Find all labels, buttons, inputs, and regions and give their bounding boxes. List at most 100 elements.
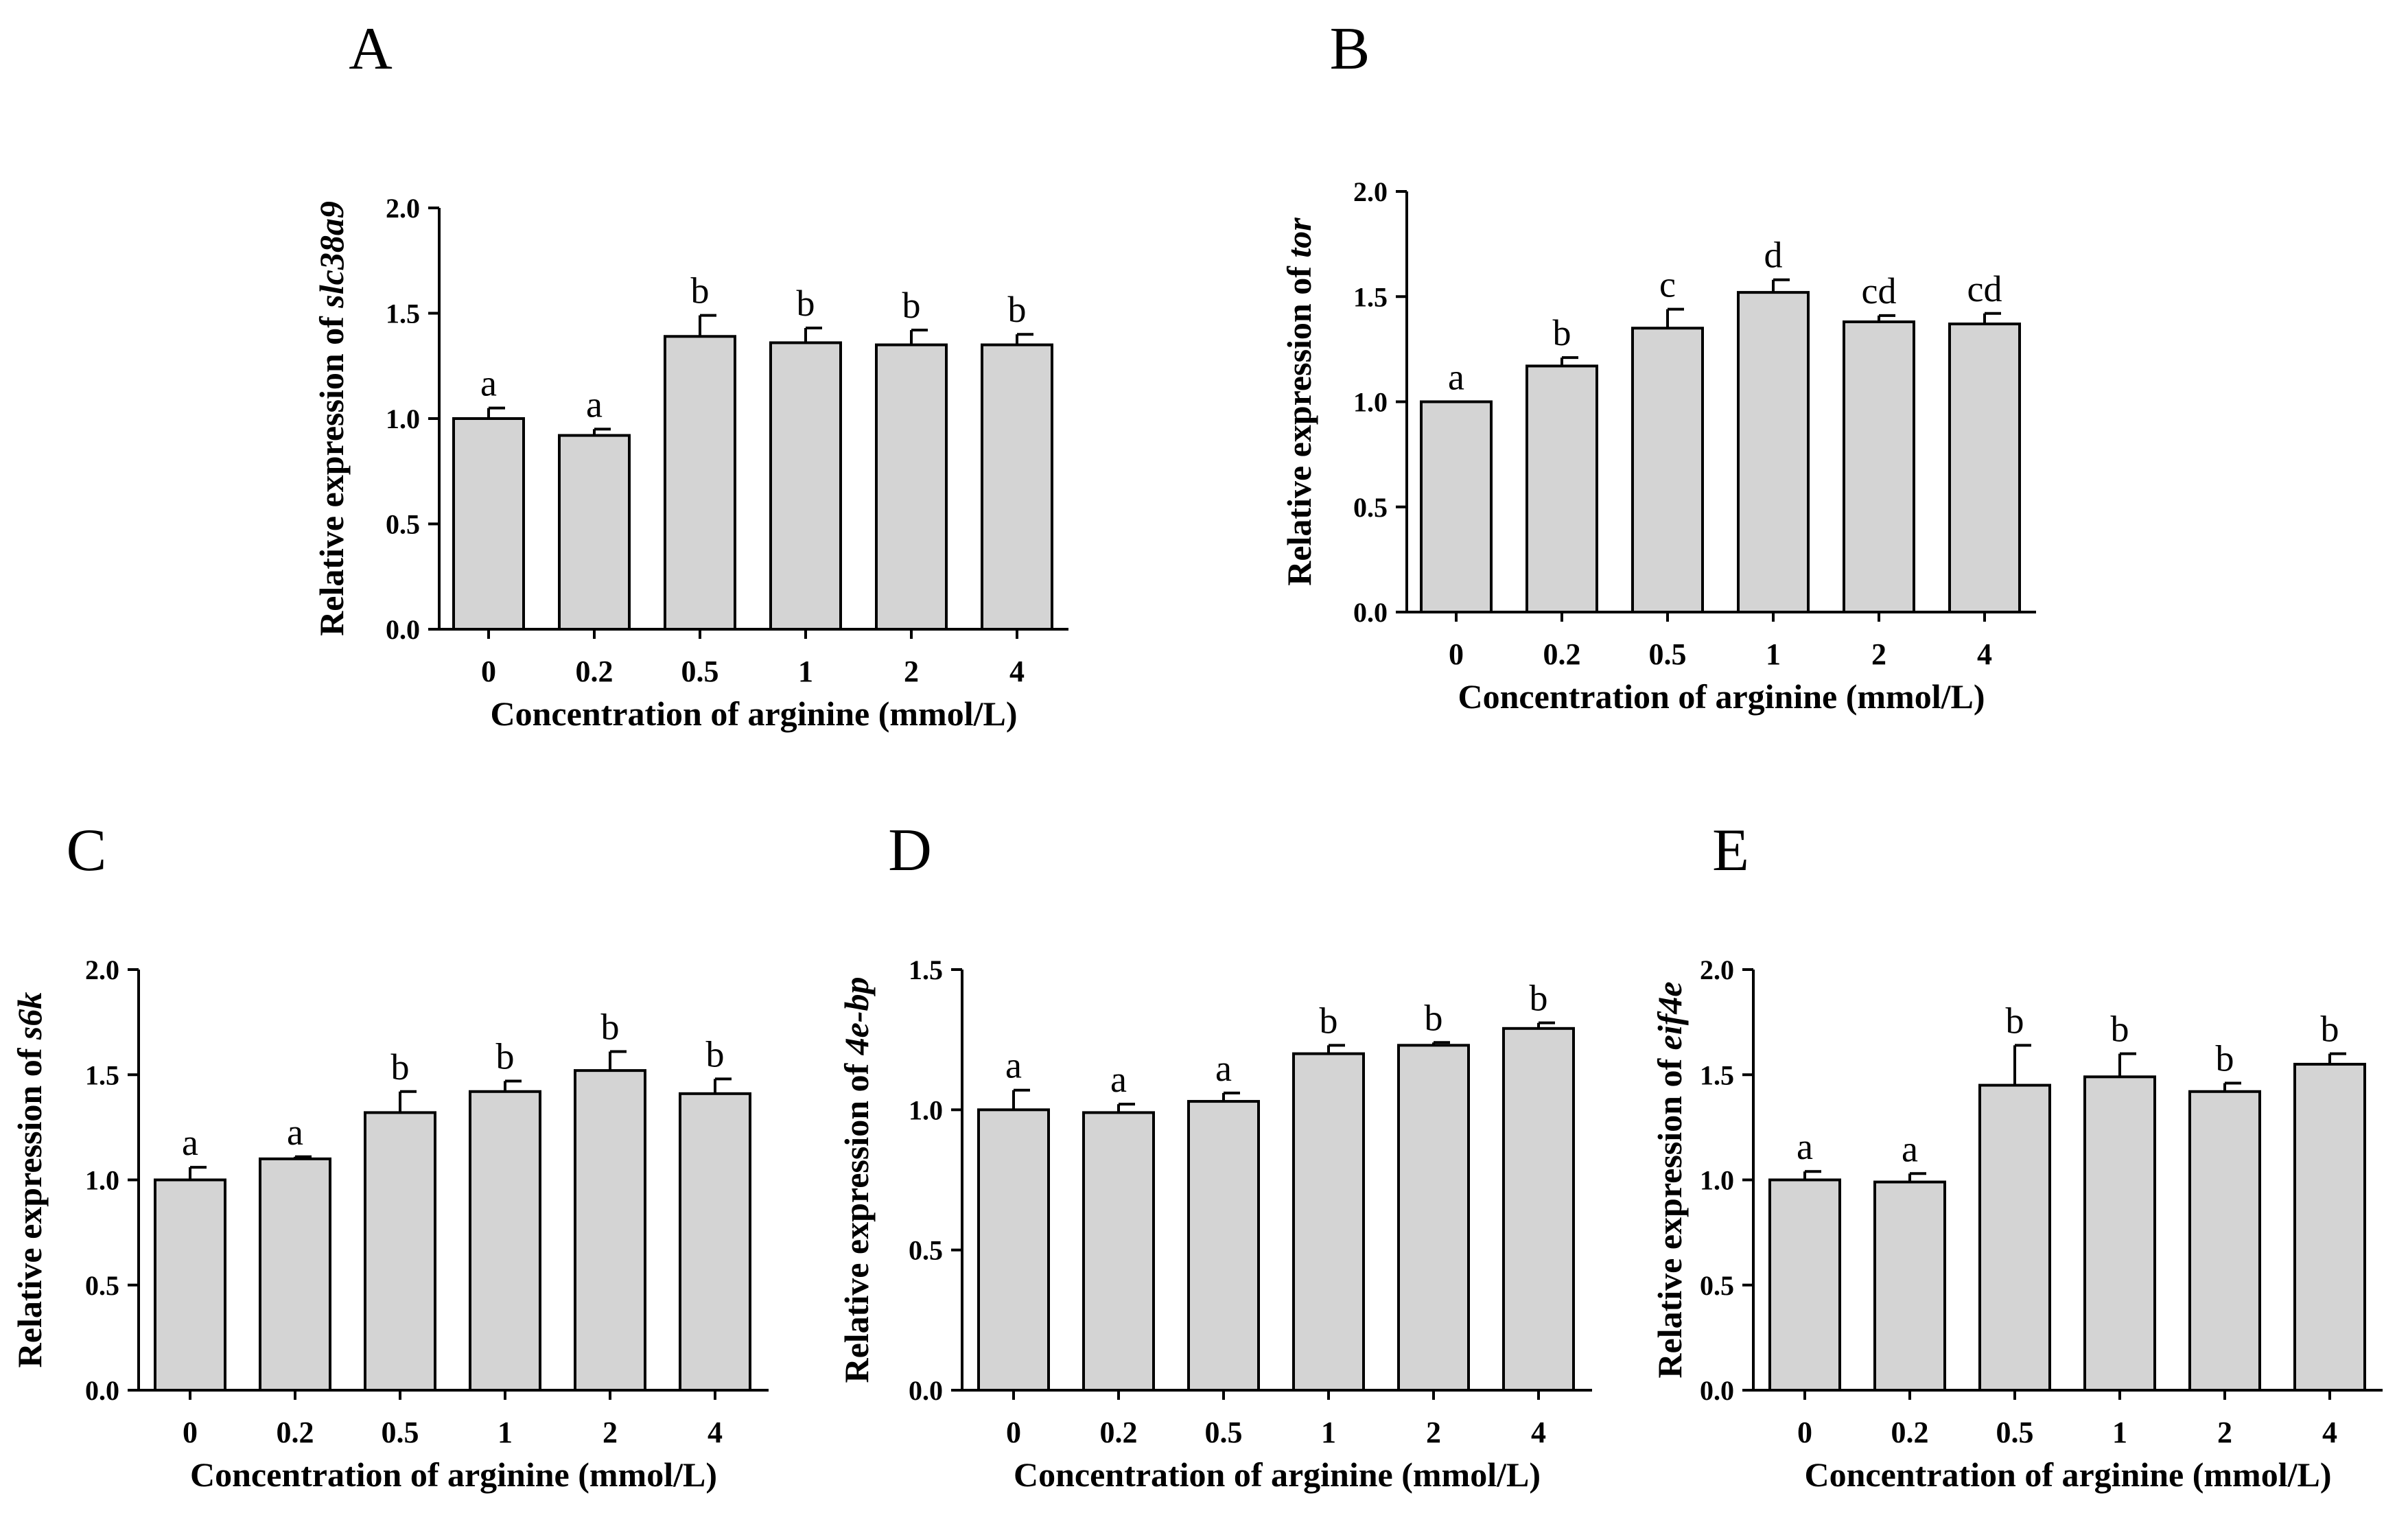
bar bbox=[1420, 400, 1493, 613]
x-tick-label: 0 bbox=[1797, 1416, 1812, 1449]
significance-label: c bbox=[1659, 264, 1676, 305]
y-axis-label: Relative expression of eif4e bbox=[1650, 981, 1689, 1378]
y-tick-label: 0.5 bbox=[909, 1235, 943, 1266]
bar bbox=[1526, 364, 1598, 614]
significance-label: b bbox=[706, 1033, 725, 1075]
x-tick-label: 0.2 bbox=[1100, 1416, 1138, 1449]
bar bbox=[1292, 1052, 1365, 1392]
significance-label: b bbox=[2321, 1009, 2339, 1050]
significance-label: b bbox=[1425, 997, 1443, 1038]
significance-label: b bbox=[1320, 1000, 1338, 1041]
panel-a: Aa 0 a 0.2 b 0.5 b 1 b 2 b 4 0.0 0.5 1.0 1.5 2.0 Concentr… bbox=[312, 16, 1068, 733]
bar bbox=[364, 1111, 436, 1392]
significance-label: a bbox=[586, 384, 603, 425]
x-tick-label: 0 bbox=[183, 1416, 198, 1449]
x-tick-label: 0.2 bbox=[1891, 1416, 1929, 1449]
bar bbox=[977, 1108, 1050, 1392]
panel-d: Da 0 a 0.2 a 0.5 b 1 b 2 b 4 0.0 0.5 1.0 1.5 Concentrati… bbox=[837, 817, 1592, 1494]
x-axis-label: Concentration of arginine (mmol/L) bbox=[1805, 1455, 2332, 1494]
y-axis-label: Relative expression of 4e-bp bbox=[837, 976, 876, 1383]
y-tick-label: 0.5 bbox=[386, 509, 420, 540]
x-axis-label: Concentration of arginine (mmol/L) bbox=[1014, 1455, 1541, 1494]
panel-label: B bbox=[1330, 16, 1370, 82]
x-tick-label: 2 bbox=[1871, 637, 1886, 671]
significance-label: a bbox=[1215, 1048, 1232, 1089]
x-tick-label: 1 bbox=[2112, 1416, 2127, 1449]
significance-label: b bbox=[2006, 1000, 2024, 1041]
bar bbox=[1187, 1100, 1260, 1392]
x-tick-label: 0.5 bbox=[382, 1416, 419, 1449]
bar bbox=[1397, 1044, 1470, 1392]
bar bbox=[1768, 1178, 1841, 1392]
x-tick-label: 4 bbox=[1009, 655, 1025, 688]
y-tick-label: 0.0 bbox=[1700, 1375, 1734, 1406]
significance-label: a bbox=[1797, 1126, 1813, 1167]
x-tick-label: 2 bbox=[904, 655, 919, 688]
x-tick-label: 1 bbox=[1766, 637, 1781, 671]
y-tick-label: 0.5 bbox=[85, 1270, 119, 1301]
y-tick-label: 1.0 bbox=[909, 1094, 943, 1125]
y-tick-label: 2.0 bbox=[1700, 954, 1734, 985]
bar bbox=[1737, 291, 1810, 613]
significance-label: b bbox=[902, 285, 921, 326]
bar bbox=[2293, 1062, 2366, 1392]
x-tick-label: 0 bbox=[1006, 1416, 1021, 1449]
x-tick-label: 0.5 bbox=[1996, 1416, 2034, 1449]
y-axis-label-gene: s6k bbox=[10, 992, 49, 1040]
significance-label: a bbox=[1005, 1045, 1022, 1086]
x-axis-label: Concentration of arginine (mmol/L) bbox=[1458, 677, 1985, 716]
panel-e: Ea 0 a 0.2 b 0.5 b 1 b 2 b 4 0.0 0.5 1.0 1.5 2.0 Concentr… bbox=[1650, 817, 2383, 1494]
y-axis-label-prefix: Relative expression of bbox=[10, 1040, 49, 1368]
y-tick-label: 1.5 bbox=[386, 298, 420, 329]
significance-label: b bbox=[1530, 978, 1548, 1019]
bar bbox=[1873, 1180, 1946, 1392]
panel-label: C bbox=[67, 817, 107, 884]
y-tick-label: 1.5 bbox=[909, 954, 943, 985]
y-axis-label-gene: eif4e bbox=[1650, 981, 1689, 1050]
bar bbox=[452, 417, 525, 631]
significance-label: a bbox=[182, 1122, 198, 1163]
y-tick-label: 0.0 bbox=[386, 614, 420, 645]
bar bbox=[558, 434, 631, 631]
y-axis-label: Relative expression of s6k bbox=[10, 992, 49, 1368]
significance-label: b bbox=[2216, 1038, 2234, 1079]
y-tick-label: 0.5 bbox=[1353, 492, 1388, 523]
panel-label: D bbox=[888, 817, 932, 884]
x-tick-label: 0.5 bbox=[1205, 1416, 1243, 1449]
x-tick-label: 1 bbox=[498, 1416, 513, 1449]
bar bbox=[2083, 1075, 2156, 1392]
y-axis-label-gene: 4e-bp bbox=[837, 976, 876, 1055]
y-axis-label-prefix: Relative expression of bbox=[1280, 258, 1318, 586]
bar bbox=[154, 1178, 226, 1392]
bar bbox=[574, 1069, 646, 1392]
panel-b: Ba 0 b 0.2 c 0.5 d 1 cd 2 cd 4 0.0 0.5 1.0 1.5 2.0 Concen… bbox=[1280, 16, 2036, 716]
significance-label: b bbox=[797, 283, 815, 324]
panel-c: Ca 0 a 0.2 b 0.5 b 1 b 2 b 4 0.0 0.5 1.0 1.5 2.0 Concentr… bbox=[10, 817, 769, 1494]
bar bbox=[259, 1157, 331, 1392]
significance-label: cd bbox=[1967, 268, 2002, 309]
y-tick-label: 1.5 bbox=[1700, 1059, 1734, 1090]
y-axis-label-prefix: Relative expression of bbox=[312, 308, 351, 636]
significance-label: b bbox=[496, 1035, 515, 1077]
significance-label: cd bbox=[1862, 270, 1897, 312]
significance-label: b bbox=[601, 1007, 620, 1048]
bar bbox=[664, 335, 736, 631]
y-tick-label: 1.0 bbox=[85, 1165, 119, 1196]
significance-label: b bbox=[1553, 312, 1571, 353]
bar bbox=[1978, 1083, 2051, 1392]
panel-label: E bbox=[1712, 817, 1749, 884]
y-axis-label-gene: tor bbox=[1280, 218, 1318, 258]
y-tick-label: 1.0 bbox=[1353, 387, 1388, 418]
y-tick-label: 1.0 bbox=[1700, 1165, 1734, 1196]
x-tick-label: 0 bbox=[1449, 637, 1464, 671]
bar bbox=[1843, 320, 1915, 613]
y-tick-label: 2.0 bbox=[386, 193, 420, 224]
y-tick-label: 2.0 bbox=[1353, 176, 1388, 207]
y-tick-label: 0.0 bbox=[909, 1375, 943, 1406]
x-axis-label: Concentration of arginine (mmol/L) bbox=[190, 1455, 717, 1494]
bar bbox=[469, 1090, 541, 1392]
bar bbox=[1948, 323, 2021, 613]
y-axis-label-gene: slc38a9 bbox=[312, 201, 351, 309]
x-tick-label: 0.5 bbox=[1649, 637, 1687, 671]
